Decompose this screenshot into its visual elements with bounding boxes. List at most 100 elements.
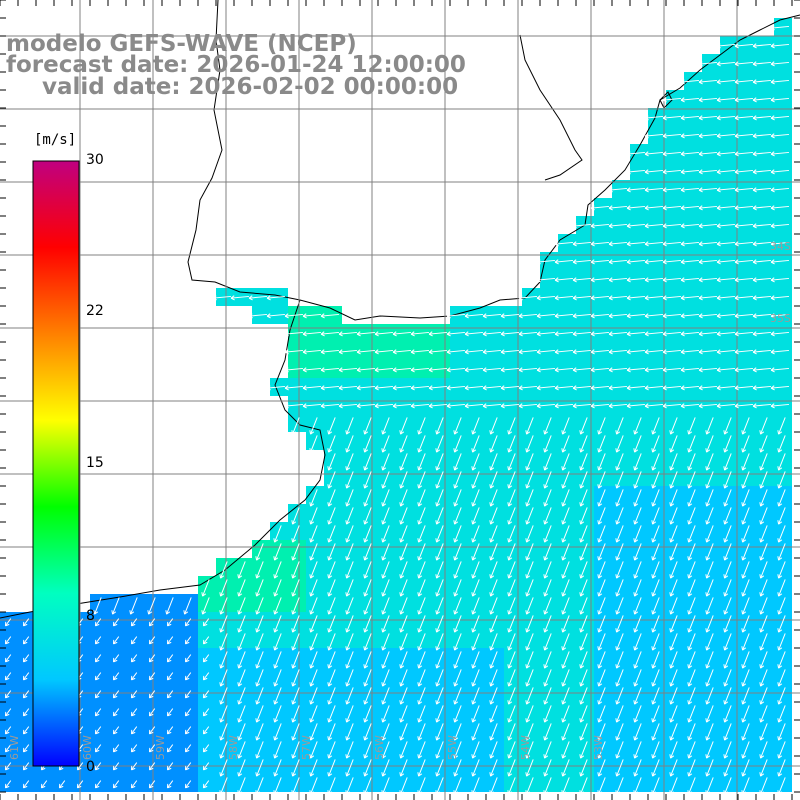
wind-arrow: [572, 277, 592, 283]
wind-arrow: [590, 277, 610, 283]
wind-arrow: [356, 331, 376, 337]
coastline-lagoon: [659, 91, 673, 109]
wind-arrow: [112, 708, 120, 717]
longitude-label: 58W: [227, 735, 240, 760]
wind-arrow: [752, 385, 772, 391]
wind-arrow: [554, 277, 574, 283]
wind-arrow: [94, 636, 102, 645]
wind-arrow: [741, 705, 750, 723]
wind-arrow: [327, 723, 336, 741]
wind-arrow: [345, 615, 354, 633]
wind-arrow: [201, 597, 210, 615]
wind-arrow: [166, 744, 174, 753]
wind-arrow: [237, 615, 246, 633]
wind-arrow: [255, 723, 264, 741]
wind-arrow: [608, 385, 628, 391]
wind-arrow: [777, 489, 786, 507]
wind-arrow: [536, 403, 556, 409]
wind-arrow: [453, 579, 462, 597]
wind-arrow: [561, 633, 570, 651]
wind-arrow: [536, 349, 556, 355]
wind-arrow: [759, 597, 768, 615]
wind-arrow: [543, 723, 552, 741]
wind-arrow: [202, 690, 210, 699]
wind-arrow: [525, 561, 534, 579]
wind-arrow: [770, 313, 790, 319]
wind-arrow: [435, 525, 444, 543]
wind-arrow: [202, 654, 210, 663]
wind-arrow: [543, 615, 552, 633]
wind-arrow: [752, 295, 772, 301]
wind-arrow: [500, 367, 520, 373]
wind-arrow: [687, 597, 696, 615]
wind-arrow: [345, 633, 354, 651]
wind-arrow: [381, 489, 390, 507]
wind-arrow: [184, 654, 192, 663]
wind-arrow: [202, 618, 210, 627]
wind-arrow: [662, 349, 682, 355]
longitude-label: 56W: [373, 735, 386, 760]
wind-arrow: [94, 744, 102, 753]
wind-arrow: [518, 403, 538, 409]
wind-arrow: [489, 615, 498, 633]
wind-arrow: [309, 543, 318, 561]
wind-arrow: [777, 633, 786, 651]
wind-arrow: [453, 453, 462, 471]
wind-arrow: [392, 331, 412, 337]
wind-arrow: [255, 543, 264, 561]
wind-arrow: [698, 331, 718, 337]
wind-arrow: [741, 507, 750, 525]
wind-arrow: [752, 205, 772, 211]
wind-arrow: [626, 277, 646, 283]
wind-arrow: [417, 561, 426, 579]
wind-arrow: [734, 43, 754, 49]
wind-arrow: [345, 705, 354, 723]
wind-arrow: [698, 79, 718, 85]
wind-arrow: [698, 241, 718, 247]
wind-arrow: [759, 561, 768, 579]
longitude-label: 59W: [154, 735, 167, 760]
longitude-label: 55W: [446, 735, 459, 760]
wind-arrow: [680, 349, 700, 355]
wind-arrow: [561, 561, 570, 579]
wind-arrow: [525, 525, 534, 543]
wind-arrow: [705, 615, 714, 633]
wind-arrow: [309, 687, 318, 705]
longitude-label: 57W: [300, 735, 313, 760]
wind-arrow: [130, 618, 138, 627]
wind-arrow: [471, 615, 480, 633]
wind-arrow: [734, 295, 754, 301]
wind-arrow: [644, 331, 664, 337]
wind-arrow: [453, 651, 462, 669]
wind-arrow: [453, 543, 462, 561]
wind-arrow: [345, 507, 354, 525]
wind-arrow: [543, 435, 552, 453]
wind-arrow: [633, 723, 642, 741]
wind-arrow: [669, 507, 678, 525]
wind-arrow: [410, 367, 430, 373]
wind-arrow: [752, 115, 772, 121]
wind-arrow: [626, 169, 646, 175]
wind-arrow: [302, 313, 322, 319]
colorbar-tick-15: 15: [86, 455, 104, 471]
wind-arrow: [291, 687, 300, 705]
wind-arrow: [327, 453, 336, 471]
wind-arrow: [327, 615, 336, 633]
wind-arrow: [489, 579, 498, 597]
wind-arrow: [381, 597, 390, 615]
wind-arrow: [777, 417, 786, 435]
wind-arrow: [291, 651, 300, 669]
wind-arrow: [327, 561, 336, 579]
wind-arrow: [381, 525, 390, 543]
wind-arrow: [471, 489, 480, 507]
wind-arrow: [489, 489, 498, 507]
wind-arrow: [453, 705, 462, 723]
wind-arrow: [284, 367, 304, 373]
wind-arrow: [705, 597, 714, 615]
wind-arrow: [345, 669, 354, 687]
wind-arrow: [579, 723, 588, 741]
wind-arrow: [302, 385, 322, 391]
wind-arrow: [752, 259, 772, 265]
wind-arrow: [633, 453, 642, 471]
wind-arrow: [633, 543, 642, 561]
